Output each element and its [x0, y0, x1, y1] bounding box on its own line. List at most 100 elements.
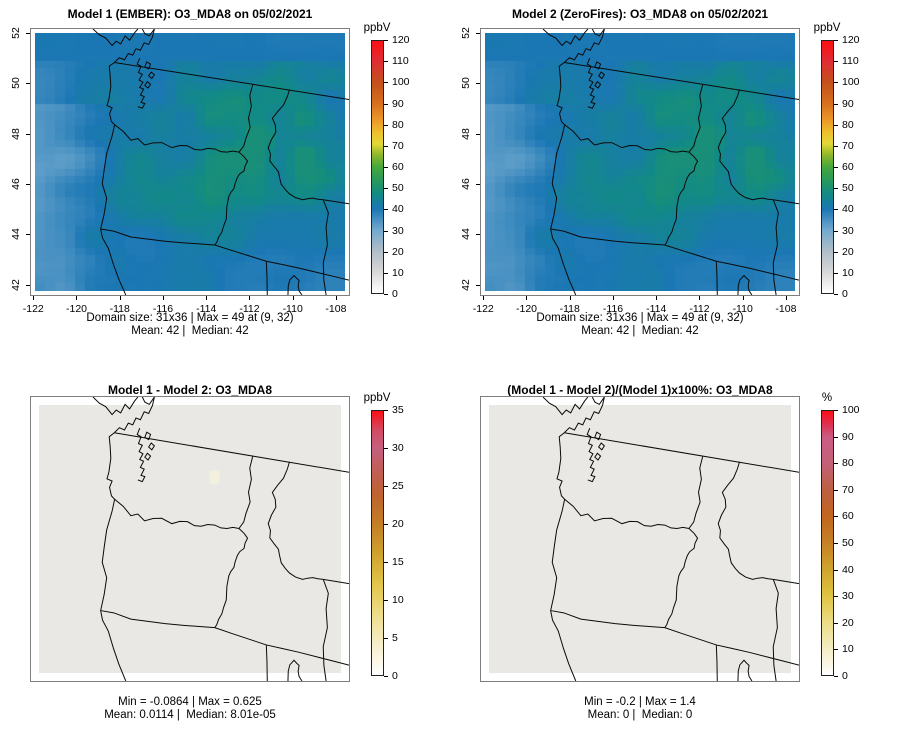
- panel-model2: Model 2 (ZeroFires): O3_MDA8 on 05/02/20…: [450, 0, 900, 376]
- colorbar-tick-label: 120: [842, 34, 860, 46]
- y-tick-mark: [26, 284, 30, 286]
- puget-sound-shore: [137, 428, 145, 481]
- x-tick-label: -116: [152, 303, 174, 315]
- y-tick-mark: [476, 83, 480, 85]
- wy-west-border: [773, 579, 778, 681]
- x-tick-mark: [162, 296, 164, 300]
- raster-layer: [35, 33, 345, 291]
- mt-wy-border: [323, 200, 349, 204]
- colorbar-tick-mark: [834, 294, 838, 295]
- colorbar-tick-mark: [834, 230, 838, 232]
- great-salt-lake: [288, 660, 302, 681]
- snake-river-border: [665, 528, 698, 627]
- colorbar-tick-label: 30: [842, 224, 854, 237]
- colorbar-tick-label: 60: [842, 161, 854, 173]
- map-outline-layer: [481, 397, 799, 681]
- x-tick-label: -114: [196, 303, 217, 315]
- puget-island-1: [595, 432, 601, 439]
- x-tick-mark: [699, 296, 701, 300]
- colorbar-tick-mark: [834, 622, 838, 624]
- x-tick-label: -116: [602, 303, 624, 315]
- x-tick-mark: [335, 296, 337, 300]
- colorbar-tick-mark: [384, 61, 388, 63]
- puget-island-2: [149, 72, 155, 78]
- southern-42n-border: [101, 611, 349, 666]
- colorbar-tick-label: 70: [842, 139, 854, 152]
- puget-island-3: [145, 82, 151, 88]
- colorbar-tick-mark: [834, 40, 838, 41]
- nv-ut-border: [716, 261, 717, 295]
- colorbar-tick-mark: [834, 463, 838, 465]
- colorbar-tick-mark: [834, 124, 838, 126]
- colorbar-tick-mark: [384, 103, 388, 105]
- id-mt-border: [718, 462, 773, 580]
- stats-line-2: Mean: 0 | Median: 0: [587, 709, 693, 721]
- colorbar-tick-mark: [834, 209, 838, 211]
- strait-islands-coastline: [592, 397, 604, 404]
- stats-line-1: Min = -0.0864 | Max = 0.625: [118, 696, 262, 708]
- strait-islands-coastline: [592, 29, 604, 36]
- colorbar-tick-mark: [834, 649, 838, 651]
- colorbar-tick-mark: [384, 124, 388, 126]
- stats-line-2: Mean: 0.0114 | Median: 8.01e-05: [104, 709, 276, 721]
- colorbar-tick-label: 40: [392, 203, 404, 216]
- map-plot-area: [480, 396, 800, 682]
- wy-west-border: [773, 200, 778, 295]
- colorbar-tick-label: 0: [392, 288, 398, 300]
- colorbar-tick-label: 10: [392, 594, 404, 606]
- x-tick-mark: [483, 296, 485, 300]
- x-tick-mark: [742, 296, 744, 300]
- y-tick-mark: [26, 234, 30, 236]
- y-tick-mark: [476, 284, 480, 286]
- colorbar-tick-mark: [384, 272, 388, 274]
- map-outline-layer: [31, 397, 349, 681]
- colorbar-tick-mark: [834, 103, 838, 105]
- colorbar-tick-label: 30: [392, 442, 404, 454]
- canada-border: [114, 63, 349, 100]
- puget-island-2: [599, 72, 605, 78]
- stats-line-2: Mean: 42 | Median: 42: [131, 325, 249, 337]
- colorbar-tick-label: 60: [392, 161, 404, 173]
- panel-title: Model 1 - Model 2: O3_MDA8: [107, 383, 273, 397]
- great-salt-lake: [738, 276, 752, 295]
- colorbar-tick-mark: [834, 676, 838, 677]
- snake-river-border: [215, 152, 248, 245]
- colorbar-tick-label: 60: [842, 510, 854, 523]
- x-tick-mark: [526, 296, 528, 300]
- puget-island-2: [599, 443, 605, 450]
- y-tick-mark: [476, 234, 480, 236]
- map-outline-layer: [31, 29, 349, 295]
- y-tick-label: 52: [460, 27, 472, 39]
- vancouver-island-coastline: [93, 29, 138, 45]
- colorbar-tick-mark: [834, 82, 838, 84]
- colorbar-tick-label: 80: [842, 457, 854, 470]
- snake-river-border: [665, 152, 698, 245]
- colorbar-tick-label: 10: [392, 266, 404, 279]
- x-tick-label: -114: [646, 303, 667, 315]
- nv-ut-border: [266, 261, 267, 295]
- x-tick-mark: [33, 296, 35, 300]
- pacific-coastline: [101, 433, 126, 681]
- id-mt-border: [718, 90, 773, 200]
- colorbar-tick-mark: [384, 188, 388, 190]
- colorbar-tick-label: 5: [392, 632, 398, 644]
- y-tick-mark: [26, 83, 30, 85]
- map-plot-area: [480, 28, 800, 296]
- colorbar-tick-mark: [834, 516, 838, 518]
- puget-island-1: [595, 62, 601, 69]
- canada-border: [564, 63, 799, 100]
- y-tick-mark: [476, 133, 480, 135]
- y-tick-label: 48: [460, 127, 472, 140]
- colorbar-tick-label: 100: [842, 76, 860, 89]
- y-tick-mark: [26, 133, 30, 135]
- x-tick-mark: [785, 296, 787, 300]
- colorbar-gradient: [821, 40, 834, 294]
- puget-sound-shore: [587, 428, 595, 481]
- colorbar-tick-label: 0: [392, 670, 398, 682]
- canada-border: [114, 433, 349, 472]
- colorbar-tick-label: 40: [842, 563, 854, 576]
- puget-island-3: [145, 453, 151, 460]
- vancouver-island-coastline: [93, 397, 138, 415]
- colorbar-tick-mark: [384, 600, 388, 601]
- colorbar-tick-mark: [384, 294, 388, 295]
